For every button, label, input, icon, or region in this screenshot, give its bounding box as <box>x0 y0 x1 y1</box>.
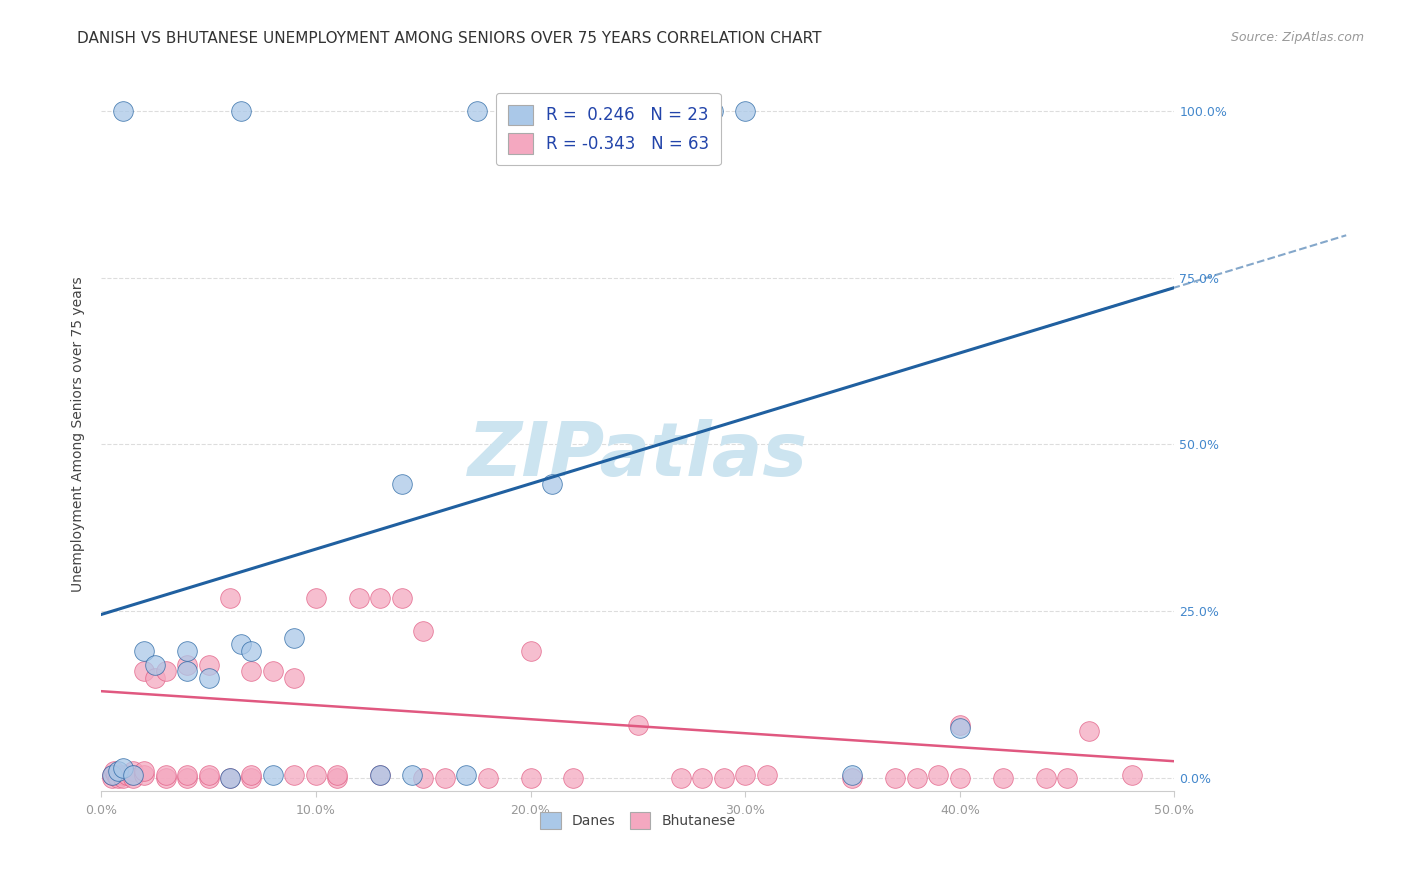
Point <box>105 767 128 781</box>
Text: DANISH VS BHUTANESE UNEMPLOYMENT AMONG SENIORS OVER 75 YEARS CORRELATION CHART: DANISH VS BHUTANESE UNEMPLOYMENT AMONG S… <box>77 31 823 46</box>
Point <box>103 764 125 779</box>
Point <box>734 767 756 781</box>
Point <box>240 664 263 678</box>
Point <box>702 103 724 118</box>
Point <box>240 644 263 658</box>
Point <box>949 721 972 735</box>
Point <box>176 657 198 672</box>
Point <box>155 767 177 781</box>
Text: Source: ZipAtlas.com: Source: ZipAtlas.com <box>1230 31 1364 45</box>
Point <box>101 771 124 785</box>
Point <box>368 767 391 781</box>
Point <box>326 767 349 781</box>
Point <box>134 664 156 678</box>
Point <box>456 767 478 781</box>
Point <box>283 631 305 645</box>
Point <box>219 591 242 605</box>
Point <box>134 644 156 658</box>
Point <box>143 657 166 672</box>
Point <box>134 767 156 781</box>
Legend: Danes, Bhutanese: Danes, Bhutanese <box>534 806 741 834</box>
Point <box>1035 771 1057 785</box>
Point <box>107 764 129 779</box>
Point <box>219 771 242 785</box>
Point <box>197 771 219 785</box>
Point <box>240 767 263 781</box>
Point <box>122 767 145 781</box>
Point <box>240 771 263 785</box>
Point <box>197 767 219 781</box>
Point <box>229 103 252 118</box>
Point <box>391 591 413 605</box>
Point <box>176 644 198 658</box>
Point <box>283 767 305 781</box>
Point <box>111 771 134 785</box>
Point <box>219 771 242 785</box>
Point <box>197 671 219 685</box>
Point <box>122 771 145 785</box>
Point <box>176 771 198 785</box>
Point <box>111 761 134 775</box>
Point <box>155 664 177 678</box>
Point <box>562 103 585 118</box>
Point <box>991 771 1014 785</box>
Point <box>1056 771 1078 785</box>
Point <box>143 671 166 685</box>
Point <box>176 767 198 781</box>
Point <box>713 771 735 785</box>
Text: ZIPatlas: ZIPatlas <box>468 419 808 492</box>
Point <box>111 767 134 781</box>
Point <box>412 624 434 639</box>
Point <box>465 103 488 118</box>
Point <box>134 764 156 779</box>
Point <box>905 771 928 785</box>
Point <box>107 771 129 785</box>
Point <box>412 771 434 785</box>
Point <box>155 771 177 785</box>
Point <box>1121 767 1143 781</box>
Point <box>927 767 949 781</box>
Point <box>347 591 370 605</box>
Point <box>562 771 585 785</box>
Point <box>841 771 863 785</box>
Point <box>949 771 972 785</box>
Point <box>884 771 907 785</box>
Point <box>122 767 145 781</box>
Point <box>690 771 713 785</box>
Point <box>669 771 692 785</box>
Point <box>734 103 756 118</box>
Point <box>627 717 650 731</box>
Point <box>326 771 349 785</box>
Point <box>122 764 145 779</box>
Point <box>949 717 972 731</box>
Point <box>755 767 778 781</box>
Point <box>477 771 499 785</box>
Point <box>401 767 423 781</box>
Y-axis label: Unemployment Among Seniors over 75 years: Unemployment Among Seniors over 75 years <box>72 277 86 592</box>
Point <box>305 767 328 781</box>
Point <box>101 767 124 781</box>
Point <box>305 591 328 605</box>
Point <box>111 103 134 118</box>
Point <box>541 477 564 491</box>
Point <box>101 767 124 781</box>
Point <box>115 767 138 781</box>
Point <box>841 767 863 781</box>
Point <box>262 767 284 781</box>
Point <box>229 638 252 652</box>
Point <box>1077 724 1099 739</box>
Point <box>283 671 305 685</box>
Point <box>391 477 413 491</box>
Point <box>176 664 198 678</box>
Point <box>669 103 692 118</box>
Point <box>519 644 541 658</box>
Point <box>197 657 219 672</box>
Point <box>368 591 391 605</box>
Point <box>368 767 391 781</box>
Point <box>262 664 284 678</box>
Point <box>433 771 456 785</box>
Point <box>519 771 541 785</box>
